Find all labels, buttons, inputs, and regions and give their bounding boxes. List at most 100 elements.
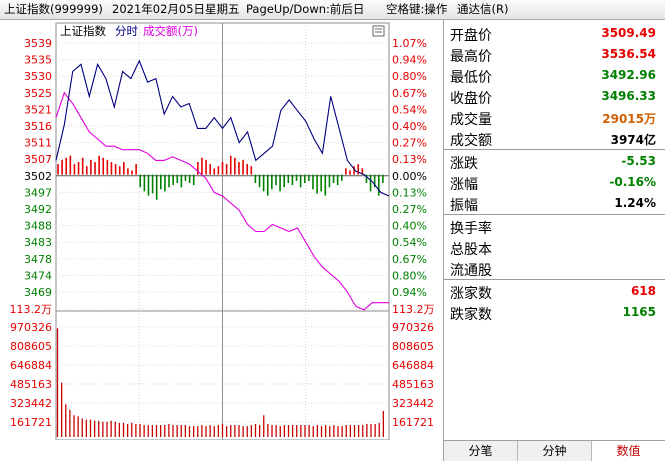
pct-tick-label: 0.40% (392, 220, 427, 233)
price-tick-label: 3469 (24, 286, 52, 299)
price-tick-label: 3478 (24, 253, 52, 266)
price-tick-label: 3488 (24, 220, 52, 233)
pct-tick-label: 0.27% (392, 203, 427, 216)
panel-high-value: 3536.54 (601, 47, 656, 61)
legend-time-label: 分时 (115, 24, 138, 38)
pct-tick-label: 0.54% (392, 236, 427, 249)
price-tick-label: 3497 (24, 186, 52, 199)
volume-tick-label-right: 808605 (392, 340, 434, 353)
panel-amount-label: 成交额 (450, 133, 492, 149)
panel-up-count-row: 涨家数 618 (444, 281, 664, 302)
pct-tick-label: 0.13% (392, 186, 427, 199)
pct-tick-label: 0.27% (392, 137, 427, 150)
panel-volume-value: 29015万 (602, 112, 656, 126)
legend-index-label: 上证指数 (60, 24, 106, 38)
pct-tick-label: 0.94% (392, 54, 427, 67)
tab-values[interactable]: 数值 (592, 441, 665, 461)
panel-volume-label: 成交量 (450, 112, 492, 128)
chart-footer (0, 440, 443, 460)
pct-tick-label: 0.94% (392, 286, 427, 299)
index-price-line (55, 59, 390, 197)
panel-open-value: 3509.49 (601, 26, 656, 40)
panel-close-label: 收盘价 (450, 91, 492, 107)
pct-tick-label: 0.13% (392, 153, 427, 166)
panel-amplitude-value: 1.24% (614, 196, 656, 210)
intraday-chart[interactable]: 3539 1.07% 3535 0.94% 3530 0.80% 3525 0.67% 3521… (0, 20, 442, 460)
volume-tick-label-right: 485163 (392, 378, 434, 391)
panel-amplitude-row: 振幅 1.24% (444, 193, 664, 214)
panel-change-value: -5.53 (621, 154, 656, 168)
chart-settings-icon[interactable] (372, 25, 385, 37)
panel-close-value: 3496.33 (601, 89, 656, 103)
pct-tick-label: 0.00% (392, 170, 427, 183)
volume-tick-label: 646884 (10, 359, 52, 372)
price-tick-label: 3483 (24, 236, 52, 249)
volume-tick-label: 485163 (10, 378, 52, 391)
panel-high-row: 最高价 3536.54 (444, 44, 664, 65)
pct-tick-label: 0.80% (392, 70, 427, 83)
page-hint: PageUp/Down:前后日 (246, 2, 365, 16)
panel-change-label: 涨跌 (450, 156, 478, 172)
volume-tick-label-right: 970326 (392, 321, 434, 334)
tab-ticks[interactable]: 分笔 (444, 441, 518, 461)
panel-close-row: 收盘价 3496.33 (444, 86, 664, 107)
price-tick-label: 3535 (24, 54, 52, 67)
price-tick-label: 3507 (24, 153, 52, 166)
panel-amount-row: 成交额 3974亿 (444, 128, 664, 149)
volume-tick-label-right: 161721 (392, 416, 434, 429)
panel-float-shares-label: 流通股 (450, 263, 492, 279)
price-tick-label: 3516 (24, 120, 52, 133)
price-tick-label: 3502 (24, 170, 52, 183)
price-tick-label: 3525 (24, 87, 52, 100)
panel-float-shares-row: 流通股 (444, 258, 664, 279)
panel-total-shares-row: 总股本 (444, 237, 664, 258)
tab-minute[interactable]: 分钟 (518, 441, 592, 461)
trade-date: 2021年02月05日 (112, 2, 206, 16)
panel-total-shares-label: 总股本 (450, 242, 492, 258)
panel-turnover-row: 换手率 (444, 216, 664, 237)
price-tick-label: 3511 (24, 137, 52, 150)
panel-down-count-label: 跌家数 (450, 307, 492, 323)
pct-tick-label: 1.07% (392, 37, 427, 50)
panel-low-label: 最低价 (450, 70, 492, 86)
legend-volume-label: 成交额(万) (143, 24, 198, 38)
panel-separator (444, 214, 665, 215)
volume-tick-label-right: 113.2万 (392, 303, 435, 316)
price-tick-label: 3530 (24, 70, 52, 83)
panel-open-row: 开盘价 3509.49 (444, 23, 664, 44)
index-name: 上证指数(999999) (4, 2, 103, 16)
panel-separator (444, 149, 665, 150)
panel-change-pct-value: -0.16% (609, 175, 656, 189)
pct-tick-label: 0.67% (392, 87, 427, 100)
weekday: 星期五 (205, 2, 240, 16)
volume-tick-label: 113.2万 (10, 303, 53, 316)
panel-change-pct-row: 涨幅 -0.16% (444, 172, 664, 193)
price-tick-label: 3492 (24, 203, 52, 216)
volume-tick-label: 808605 (10, 340, 52, 353)
intraday-chart-area[interactable]: 3539 1.07% 3535 0.94% 3530 0.80% 3525 0.67% 3521… (0, 20, 442, 460)
volume-tick-label-right: 646884 (392, 359, 434, 372)
price-tick-label: 3539 (24, 37, 52, 50)
panel-up-count-value: 618 (630, 284, 656, 298)
pct-tick-label: 0.54% (392, 103, 427, 116)
panel-volume-row: 成交量 29015万 (444, 107, 664, 128)
avg-price-line (55, 91, 389, 311)
panel-low-row: 最低价 3492.96 (444, 65, 664, 86)
panel-turnover-label: 换手率 (450, 221, 492, 237)
panel-down-count-row: 跌家数 1165 (444, 302, 664, 323)
panel-amplitude-label: 振幅 (450, 198, 478, 214)
volume-tick-label: 323442 (10, 397, 52, 410)
pct-tick-label: 0.80% (392, 269, 427, 282)
space-hint: 空格键:操作 (386, 2, 448, 16)
pct-tick-label: 0.67% (392, 253, 427, 266)
panel-change-row: 涨跌 -5.53 (444, 151, 664, 172)
bottom-tabs: 分笔 分钟 数值 (443, 440, 665, 461)
panel-up-count-label: 涨家数 (450, 286, 492, 302)
panel-separator (444, 279, 665, 280)
panel-open-label: 开盘价 (450, 28, 492, 44)
volume-tick-label-right: 323442 (392, 397, 434, 410)
quote-panel: 开盘价 3509.49 最高价 3536.54 最低价 3492.96 收盘价 3496.33… (443, 20, 665, 440)
panel-high-label: 最高价 (450, 49, 492, 65)
panel-down-count-value: 1165 (622, 305, 656, 319)
pct-tick-label: 0.40% (392, 120, 427, 133)
